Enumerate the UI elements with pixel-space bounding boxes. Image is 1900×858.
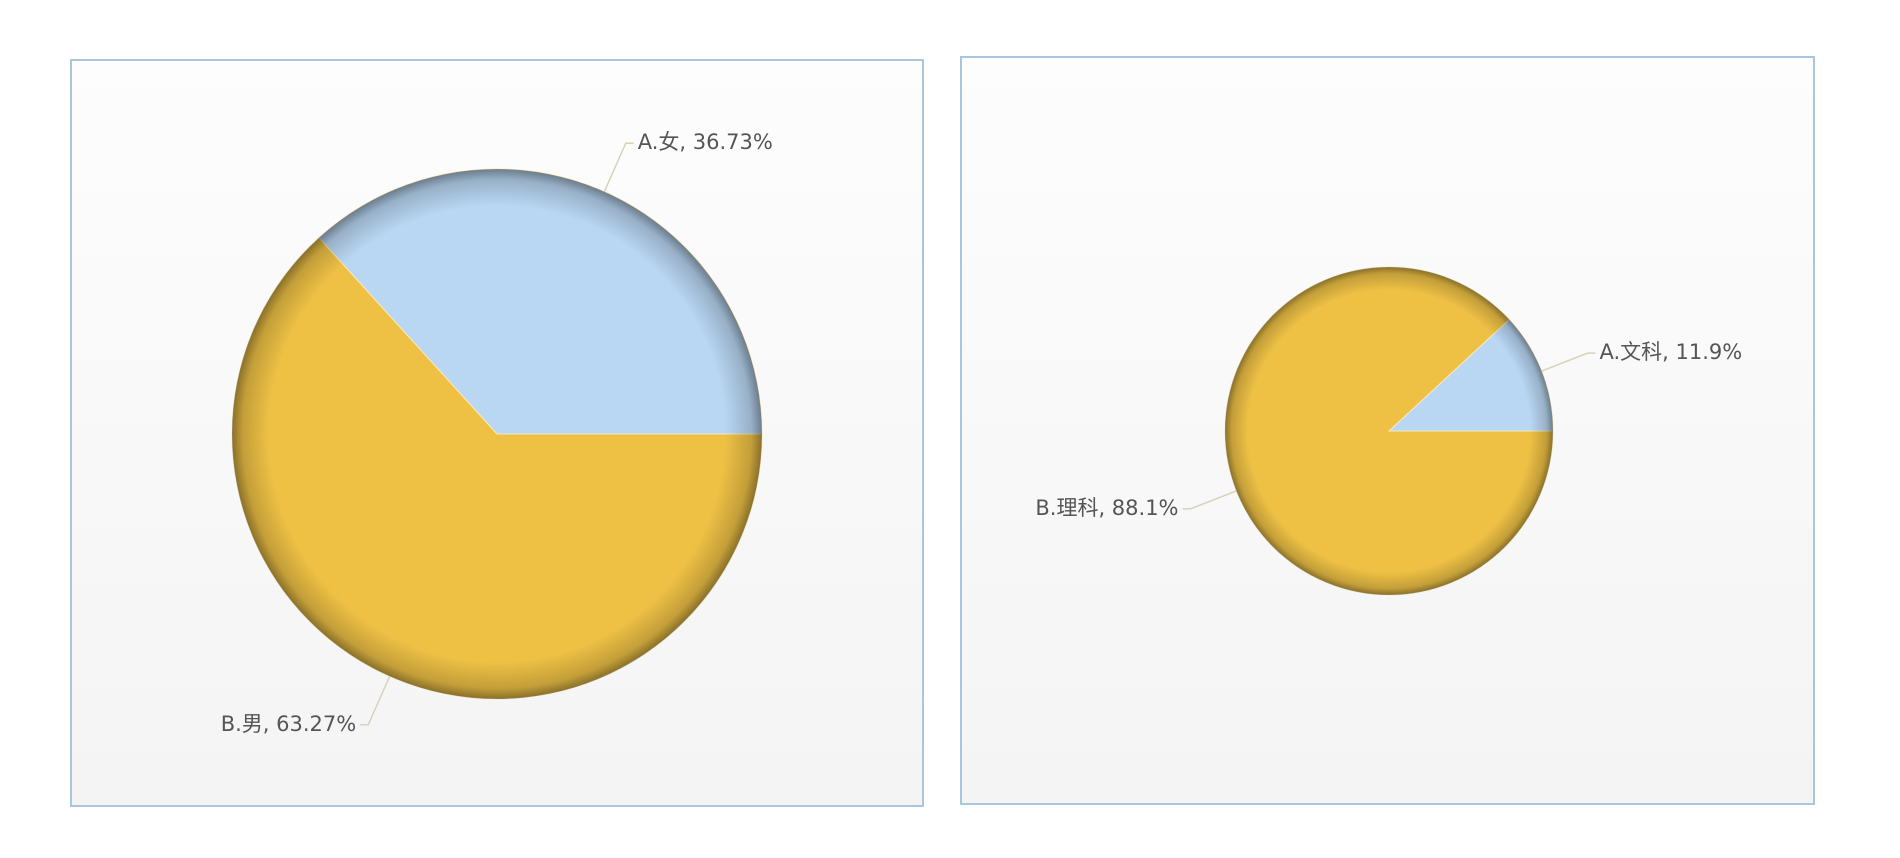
- data-label: B.理科, 88.1%: [1035, 496, 1178, 520]
- data-label: B.男, 63.27%: [221, 712, 357, 736]
- leader-line: [1541, 352, 1596, 372]
- leader-line: [360, 675, 391, 726]
- pie-shading: [232, 169, 762, 699]
- data-label: A.文科, 11.9%: [1599, 340, 1742, 364]
- data-label: A.女, 36.73%: [638, 130, 773, 154]
- leader-line: [603, 142, 634, 193]
- pie-shading: [1225, 267, 1553, 595]
- leader-line: [1182, 490, 1237, 510]
